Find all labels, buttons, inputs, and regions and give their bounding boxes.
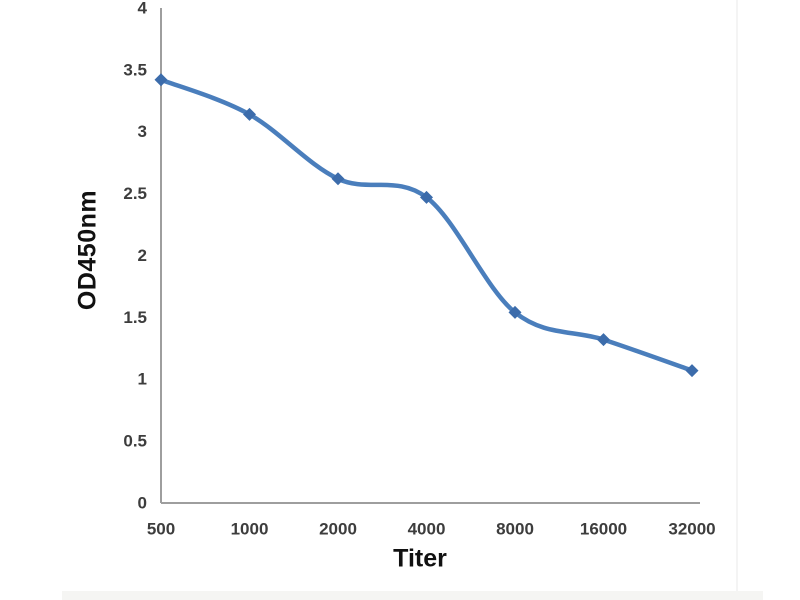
y-tick-label: 2.5 [123, 184, 147, 203]
x-tick-label: 32000 [668, 519, 715, 538]
data-point-marker [243, 107, 256, 121]
y-axis-title: OD450nm [73, 189, 102, 311]
y-tick-label: 0 [138, 493, 147, 512]
data-point-marker [331, 172, 345, 186]
y-tick-label: 1 [138, 370, 147, 389]
x-tick-label: 8000 [496, 519, 534, 538]
y-tick-label: 1.5 [123, 308, 147, 327]
data-point-marker [154, 73, 168, 87]
x-tick-label: 2000 [319, 519, 357, 538]
data-point-marker [420, 190, 433, 204]
photo-edge-artifact-right [736, 0, 738, 600]
data-point-marker [685, 364, 699, 378]
series-line-od450nm [158, 77, 695, 373]
x-tick-label: 1000 [231, 519, 269, 538]
x-tick-label: 4000 [408, 519, 446, 538]
y-tick-label: 2 [138, 246, 147, 265]
y-tick-label: 0.5 [123, 432, 147, 451]
y-tick-label: 3 [138, 122, 147, 141]
data-point-marker [508, 305, 522, 319]
photo-edge-artifact-bottom [62, 591, 763, 600]
x-tick-label: 16000 [580, 519, 627, 538]
x-tick-label: 500 [147, 519, 175, 538]
y-tick-label: 3.5 [123, 60, 147, 79]
x-axis-title: Titer [393, 544, 447, 573]
y-tick-label: 4 [138, 0, 148, 17]
data-point-marker [597, 333, 610, 347]
